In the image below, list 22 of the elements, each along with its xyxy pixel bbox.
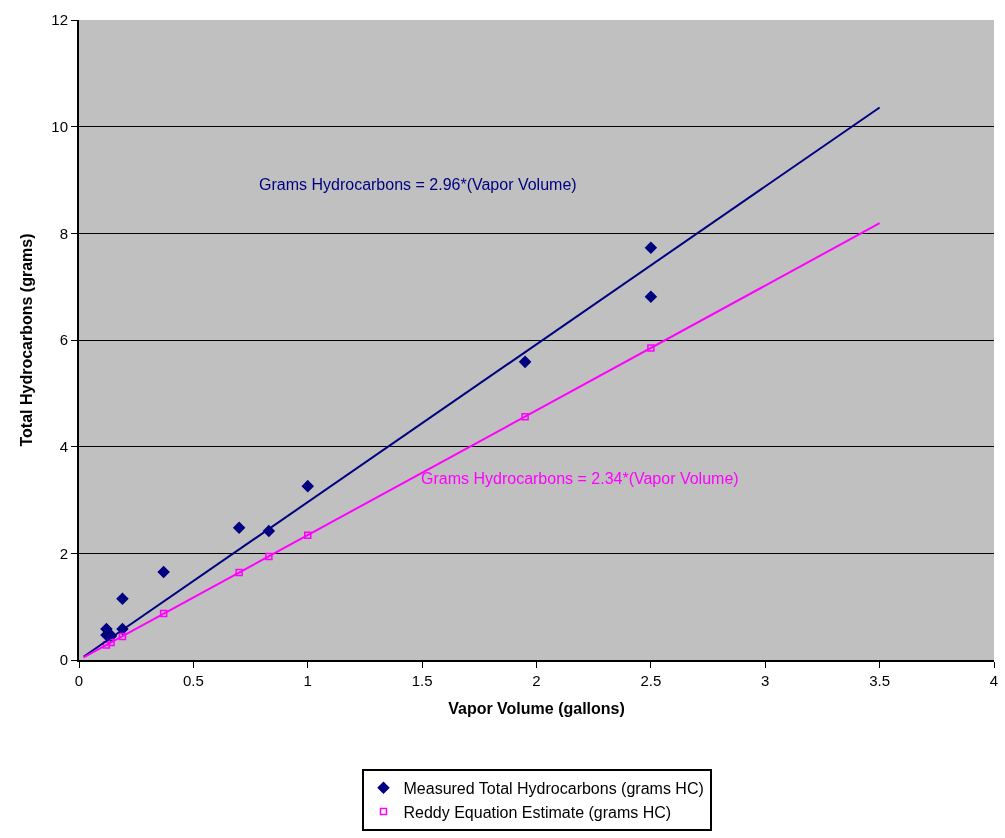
legend-label: Reddy Equation Estimate (grams HC) bbox=[403, 803, 672, 821]
x-tick-label: 0 bbox=[74, 672, 84, 689]
y-axis-title: Total Hydrocarbons (grams) bbox=[17, 233, 35, 447]
y-tick-label: 8 bbox=[59, 224, 68, 242]
annotation: Grams Hydrocarbons = 2.96*(Vapor Volume) bbox=[259, 176, 577, 193]
x-tick-label: 2 bbox=[532, 672, 541, 689]
y-tick-label: 2 bbox=[59, 544, 68, 562]
annotation: Grams Hydrocarbons = 2.34*(Vapor Volume) bbox=[421, 470, 739, 487]
x-tick-label: 1.5 bbox=[411, 672, 433, 689]
y-tick-label: 12 bbox=[51, 11, 68, 29]
y-tick-label: 10 bbox=[51, 117, 68, 135]
x-tick-label: 2.5 bbox=[640, 672, 662, 689]
x-tick-label: 1 bbox=[303, 672, 312, 689]
x-tick-label: 0.5 bbox=[182, 672, 204, 689]
y-tick-label: 6 bbox=[59, 331, 68, 349]
y-tick-label: 4 bbox=[59, 437, 68, 455]
x-tick-label: 3.5 bbox=[869, 672, 891, 689]
x-tick-label: 3 bbox=[761, 672, 770, 689]
x-axis-title: Vapor Volume (gallons) bbox=[448, 700, 625, 718]
y-tick-label: 0 bbox=[59, 651, 68, 669]
x-tick-label: 4 bbox=[989, 672, 999, 689]
legend-label: Measured Total Hydrocarbons (grams HC) bbox=[403, 779, 704, 797]
